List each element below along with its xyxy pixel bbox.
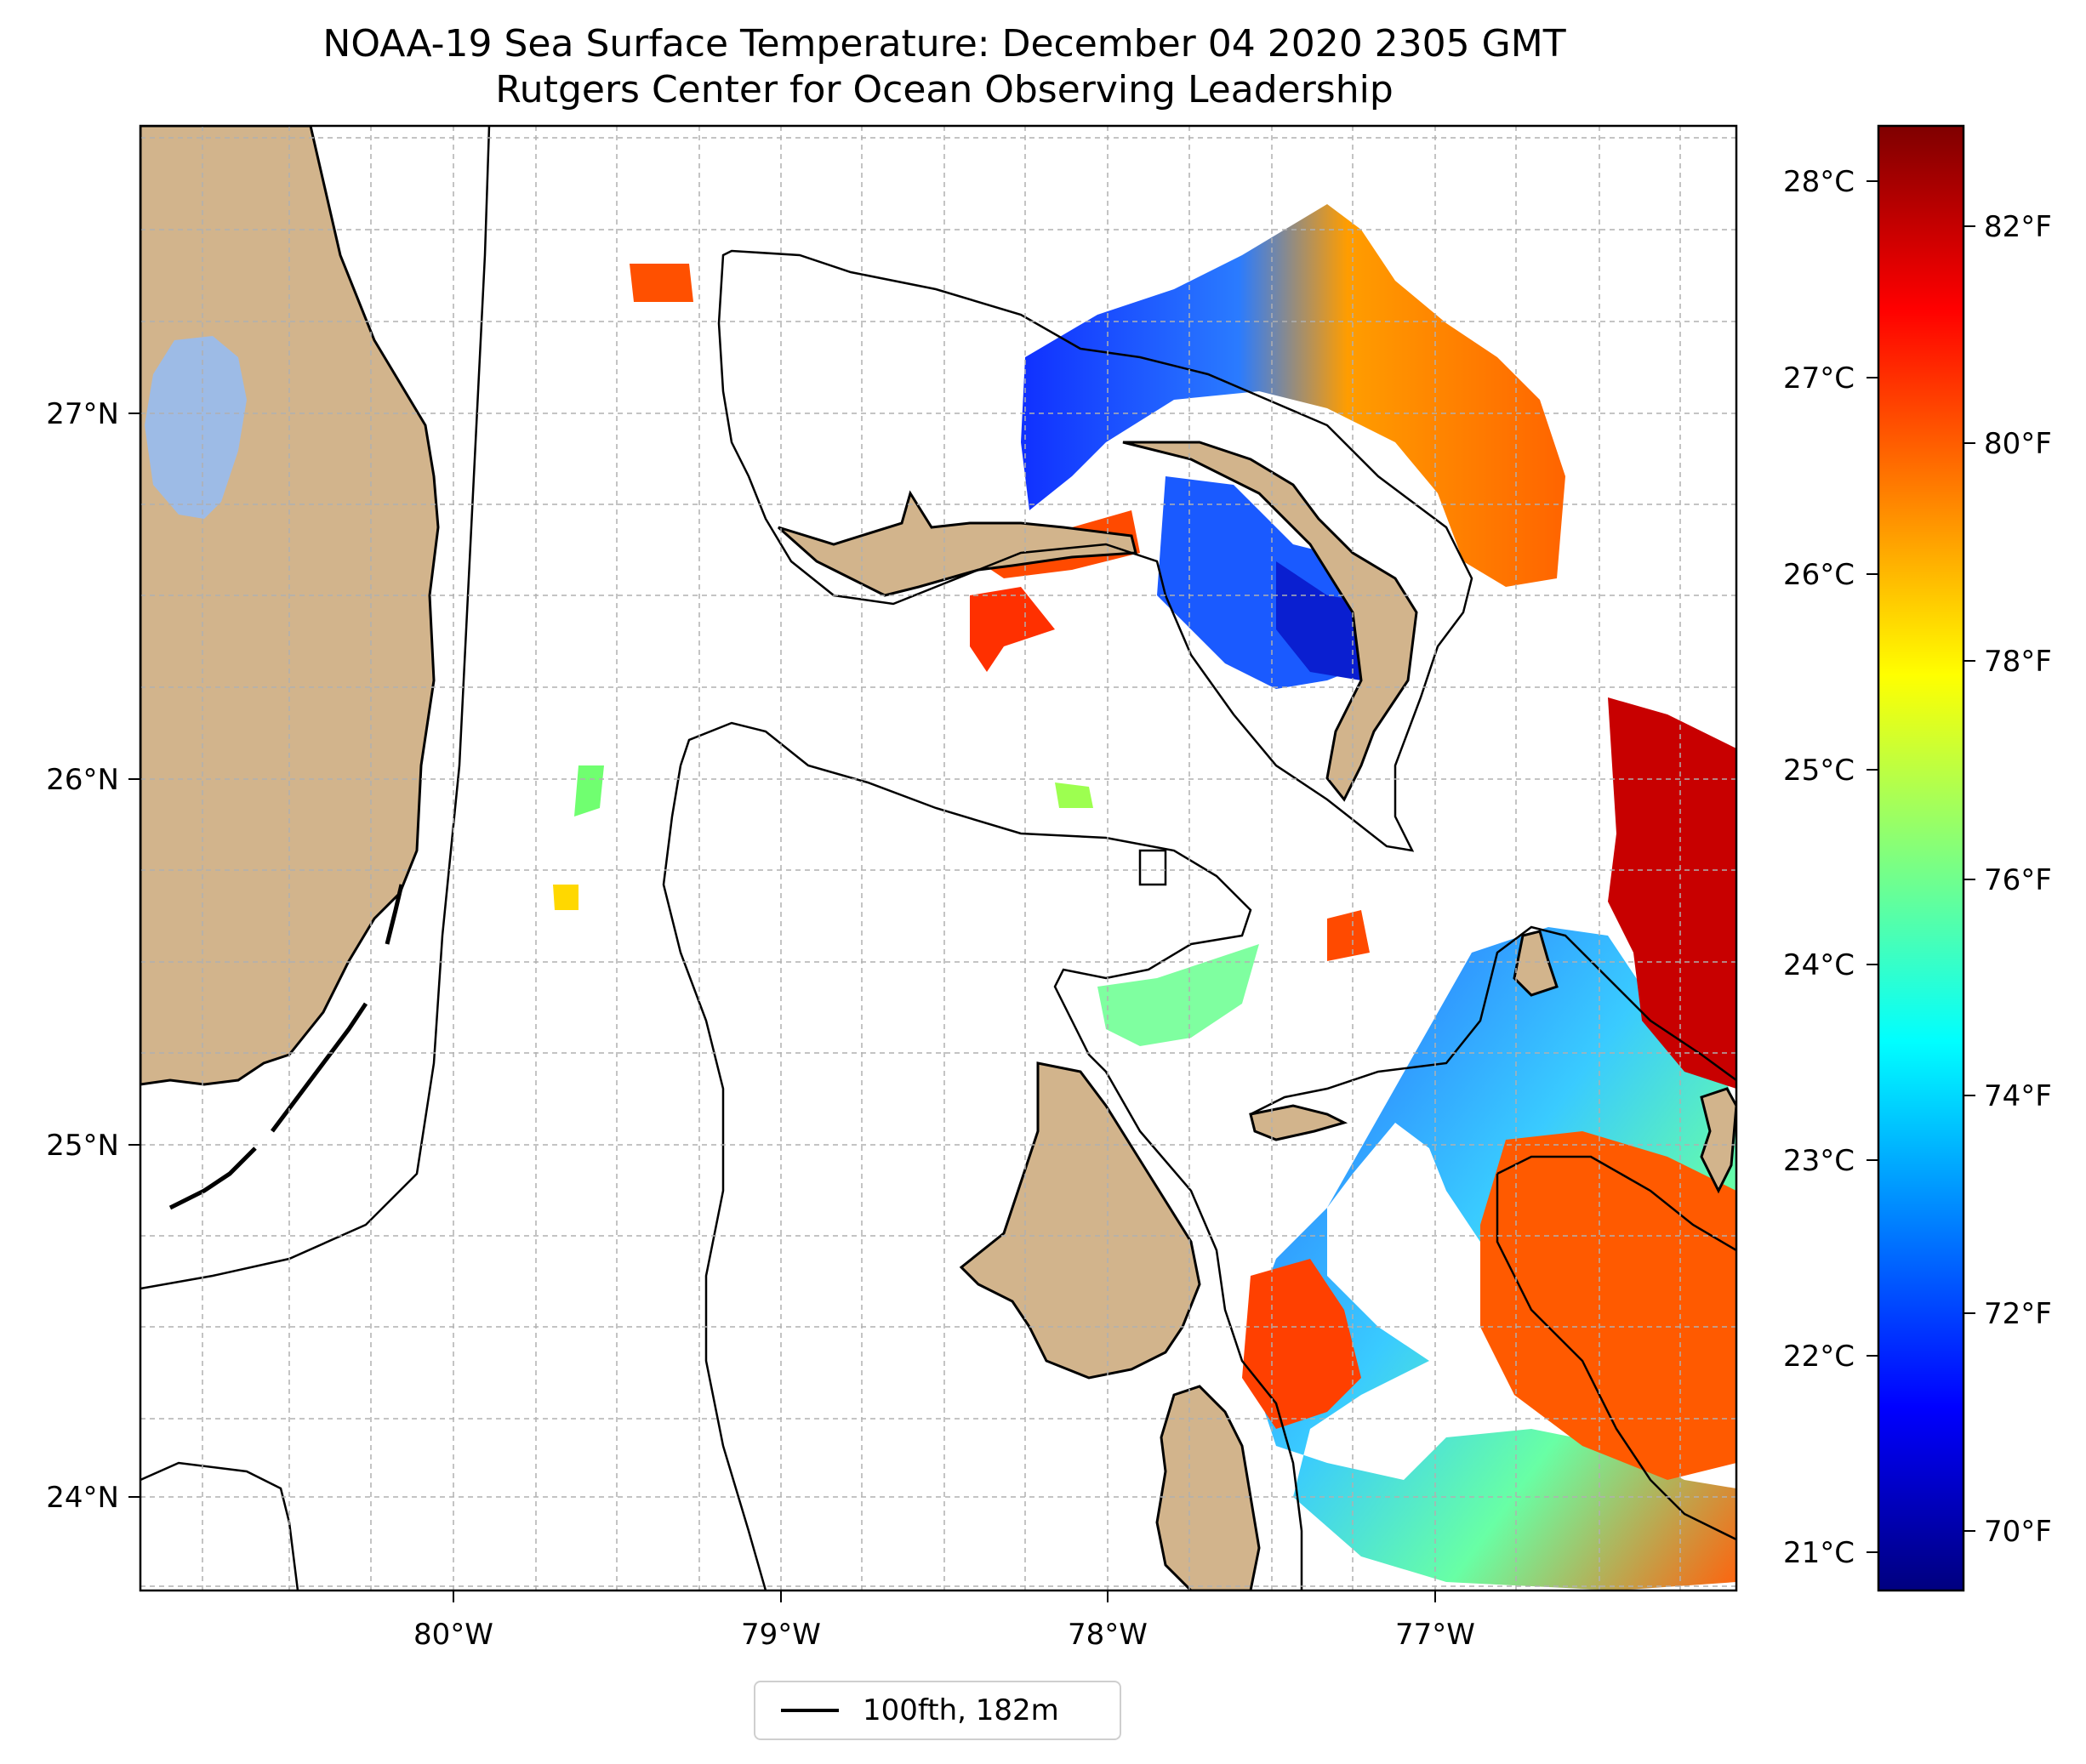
celsius-label: 21°C xyxy=(1783,1536,1855,1570)
map-ticks xyxy=(128,413,1436,1602)
celsius-label: 25°C xyxy=(1783,754,1855,788)
graticule xyxy=(140,126,1736,1590)
contour-great-bahama-bank-west xyxy=(679,721,1303,1590)
legend-label: 100fth, 182m xyxy=(863,1693,1059,1727)
contour-little-bahama-bank xyxy=(717,249,1473,852)
celsius-label: 23°C xyxy=(1783,1144,1855,1178)
map-subtitle: Rutgers Center for Ocean Observing Leade… xyxy=(495,68,1394,111)
fahrenheit-label: 80°F xyxy=(1984,427,2052,461)
map-content xyxy=(140,126,1736,1590)
celsius-label: 28°C xyxy=(1783,165,1855,199)
grand-bahama-land xyxy=(778,490,1137,597)
eleuthera-north-land xyxy=(1513,930,1559,997)
sst-patch-small-3 xyxy=(574,765,604,817)
colorbar-ticks xyxy=(1867,180,1975,1553)
fahrenheit-label: 70°F xyxy=(1984,1515,2052,1549)
colorbar xyxy=(1877,124,1965,1592)
sst-patch-west xyxy=(970,587,1055,672)
lat-label: 24°N xyxy=(46,1481,119,1515)
lake-okeechobee xyxy=(145,336,247,519)
sst-patch-north xyxy=(1021,204,1565,587)
celsius-label: 24°C xyxy=(1783,948,1855,982)
fahrenheit-label: 82°F xyxy=(1984,210,2052,244)
contour-bank-island xyxy=(1138,849,1167,886)
map-frame xyxy=(139,124,1738,1592)
colorbar-fahrenheit-labels: 82°F 80°F 78°F 76°F 74°F 72°F 70°F xyxy=(1984,210,2052,1549)
fahrenheit-label: 78°F xyxy=(1984,645,2052,679)
sst-patch-far-east xyxy=(1608,697,1736,1089)
abaco-land xyxy=(1122,441,1418,802)
sst-patch-south xyxy=(1251,927,1736,1590)
contour-berry-eleuthera xyxy=(1250,925,1736,1116)
latitude-labels: 27°N 26°N 25°N 24°N xyxy=(46,397,119,1515)
contour-florida-straits-east xyxy=(662,765,767,1590)
celsius-label: 22°C xyxy=(1783,1340,1855,1374)
sst-patch-andros-east xyxy=(1242,1259,1361,1429)
celsius-label: 26°C xyxy=(1783,558,1855,592)
contour-cay-sal xyxy=(140,1461,299,1590)
lon-label: 79°W xyxy=(741,1618,821,1652)
sst-patch-small-4 xyxy=(553,885,578,910)
sst-patch-tongue-of-ocean xyxy=(1480,1131,1736,1480)
andros-south-land xyxy=(1155,1385,1261,1590)
lon-label: 80°W xyxy=(413,1618,493,1652)
lon-label: 78°W xyxy=(1068,1618,1148,1652)
fahrenheit-label: 72°F xyxy=(1984,1297,2052,1331)
sst-patch-small-5 xyxy=(1055,782,1093,808)
sst-patch-small-2 xyxy=(630,264,693,302)
lat-label: 26°N xyxy=(46,763,119,797)
fahrenheit-label: 74°F xyxy=(1984,1079,2052,1113)
fahrenheit-label: 76°F xyxy=(1984,863,2052,897)
lat-label: 25°N xyxy=(46,1129,119,1163)
contour-tongue-of-ocean xyxy=(1496,1155,1736,1541)
andros-north-land xyxy=(959,1061,1201,1380)
lon-label: 77°W xyxy=(1395,1618,1475,1652)
legend-line-swatch xyxy=(781,1709,839,1712)
map-title: NOAA-19 Sea Surface Temperature: Decembe… xyxy=(322,22,1566,65)
colorbar-celsius-labels: 28°C 27°C 26°C 25°C 24°C 23°C 22°C 21°C xyxy=(1783,165,1855,1570)
celsius-label: 27°C xyxy=(1783,361,1855,395)
longitude-labels: 80°W 79°W 78°W 77°W xyxy=(413,1618,1475,1652)
contour-florida-shelf xyxy=(140,126,491,1290)
map-legend: 100fth, 182m xyxy=(754,1681,1121,1740)
isobath-100fth xyxy=(140,126,1736,1590)
eleuthera-south-land xyxy=(1700,1087,1736,1194)
berry-islands-land xyxy=(1249,1104,1348,1141)
lat-label: 27°N xyxy=(46,397,119,431)
sst-patch-small-1 xyxy=(1327,910,1370,961)
sst-patch-bank xyxy=(1097,944,1259,1046)
